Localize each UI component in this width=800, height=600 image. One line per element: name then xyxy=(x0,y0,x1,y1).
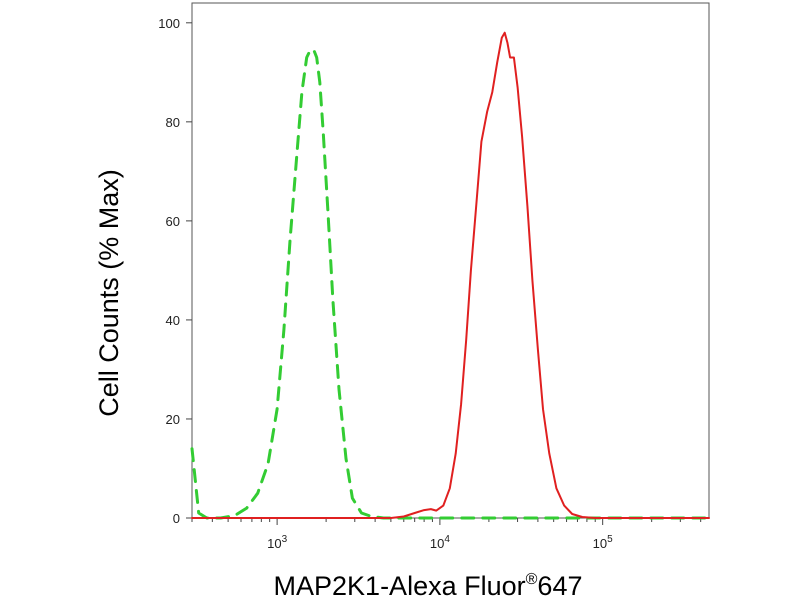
x-tick-label-base: 10 xyxy=(430,536,444,551)
y-tick-label: 40 xyxy=(166,313,180,328)
y-tick-label: 0 xyxy=(173,511,180,526)
y-axis-ticks: 0 20 40 60 80 100 xyxy=(158,16,192,526)
y-tick-label: 80 xyxy=(166,115,180,130)
x-axis-ticks: 103 104 105 xyxy=(191,518,702,551)
series-line-2 xyxy=(191,31,710,519)
x-tick-label-base: 10 xyxy=(267,536,281,551)
plot-frame xyxy=(191,2,710,519)
y-tick-label: 20 xyxy=(166,412,180,427)
x-tick-label: 104 xyxy=(430,534,450,551)
series-layer xyxy=(190,31,711,520)
x-tick-label-base: 10 xyxy=(593,536,607,551)
x-tick-label: 105 xyxy=(593,534,613,551)
x-axis-title-main: MAP2K1-Alexa Fluor xyxy=(274,571,526,600)
y-tick-label: 100 xyxy=(158,16,180,31)
x-tick-label-exponent: 4 xyxy=(444,534,450,545)
y-axis-title: Cell Counts (% Max) xyxy=(94,169,124,417)
x-tick-label: 103 xyxy=(267,534,287,551)
x-axis-title-superscript: ® xyxy=(526,571,538,588)
plot-area xyxy=(191,2,710,519)
y-tick-label: 60 xyxy=(166,214,180,229)
x-axis-title-suffix: 647 xyxy=(537,571,582,600)
x-axis-title: MAP2K1-Alexa Fluor®647 xyxy=(274,571,583,600)
x-tick-label-exponent: 3 xyxy=(282,534,288,545)
x-tick-label-exponent: 5 xyxy=(607,534,613,545)
